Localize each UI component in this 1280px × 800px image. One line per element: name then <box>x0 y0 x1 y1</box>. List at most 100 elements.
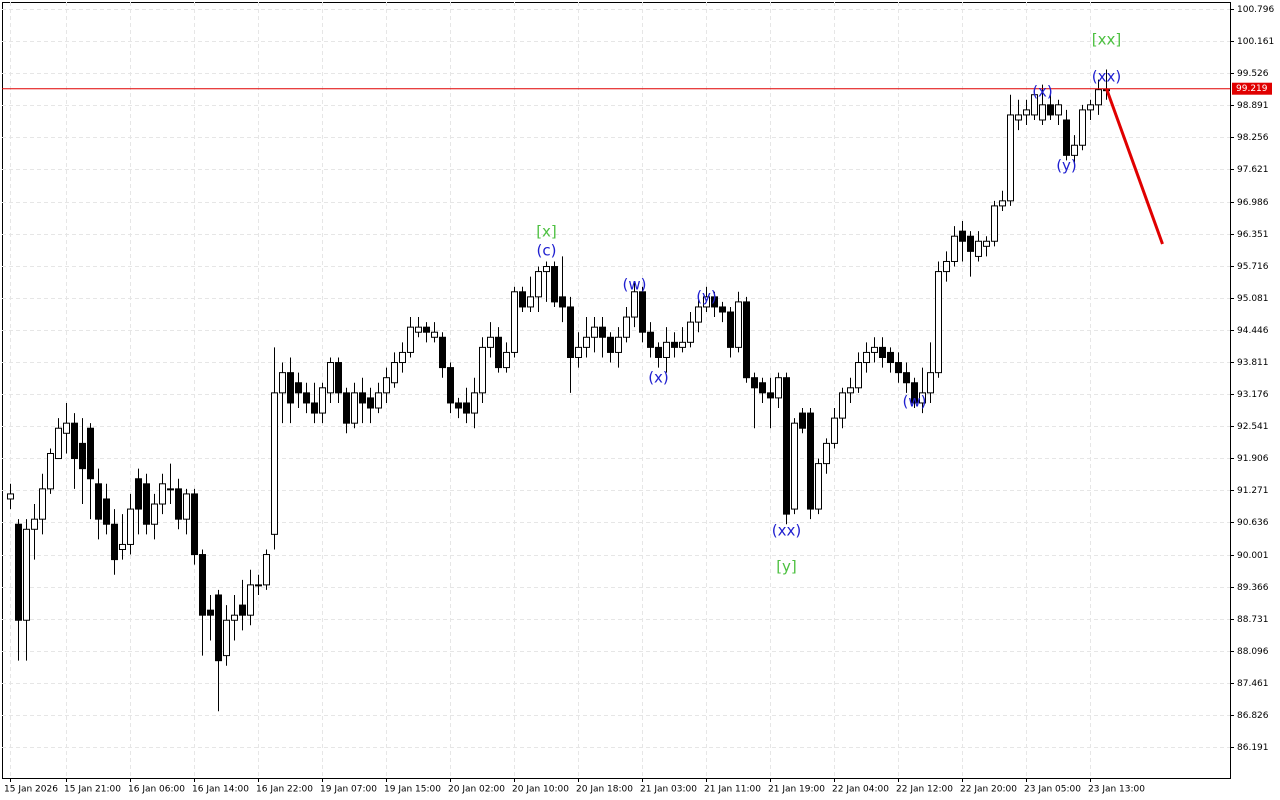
x-tick-label: 23 Jan 13:00 <box>1088 785 1145 795</box>
candle-body <box>967 235 974 252</box>
candle-body <box>495 336 502 369</box>
candle-body <box>95 483 102 520</box>
x-tick-label: 22 Jan 20:00 <box>960 785 1017 795</box>
y-tick-label: 94.446 <box>1237 326 1269 336</box>
candle-body <box>471 392 478 414</box>
candle-body <box>143 483 150 525</box>
candle-body <box>887 351 894 364</box>
candle-body <box>263 554 270 586</box>
candle-body <box>591 326 598 338</box>
x-tick-label: 22 Jan 04:00 <box>832 785 889 795</box>
x-tick-label: 15 Jan 2026 <box>4 785 58 795</box>
candle-body <box>807 412 814 510</box>
candle-body <box>863 351 870 364</box>
wave-label: (xx) <box>1092 68 1121 86</box>
candle-body <box>151 503 158 525</box>
candle-body <box>991 205 998 242</box>
candle-body <box>207 609 214 616</box>
candle-body <box>415 326 422 333</box>
candle-body <box>111 523 118 561</box>
candle-body <box>895 362 902 374</box>
candle-body <box>951 235 958 262</box>
wave-label: [xx] <box>1092 31 1121 49</box>
x-tick-label: 20 Jan 02:00 <box>448 785 505 795</box>
y-tick-label: 98.256 <box>1237 133 1269 143</box>
candle-body <box>15 523 22 621</box>
x-tick-label: 19 Jan 07:00 <box>320 785 377 795</box>
candle-body <box>1031 94 1038 116</box>
y-tick-label: 97.621 <box>1237 165 1269 175</box>
candle-body <box>487 336 494 348</box>
y-tick-label: 90.636 <box>1237 518 1269 528</box>
candle-body <box>671 341 678 348</box>
candle-body <box>159 483 166 505</box>
candle-body <box>39 488 46 520</box>
candle-body <box>247 584 254 616</box>
candle-body <box>1095 89 1102 106</box>
wave-label: [x] <box>536 223 557 241</box>
candle-body <box>127 508 134 545</box>
candle-body <box>959 230 966 242</box>
candle-body <box>391 362 398 384</box>
x-tick-label: 21 Jan 11:00 <box>704 785 761 795</box>
candle-body <box>343 392 350 424</box>
candle-body <box>1071 144 1078 156</box>
candle-body <box>23 528 30 621</box>
x-tick-label: 15 Jan 21:00 <box>64 785 121 795</box>
candle-body <box>255 584 262 587</box>
candle-body <box>775 377 782 399</box>
candle-body <box>319 387 326 414</box>
candle-body <box>351 392 358 424</box>
candle-body <box>711 296 718 308</box>
candle-body <box>695 306 702 323</box>
candle-body <box>407 326 414 353</box>
y-tick-label: 95.081 <box>1237 294 1269 304</box>
candle-body <box>791 422 798 510</box>
y-tick-label: 89.366 <box>1237 583 1269 593</box>
x-tick-label: 22 Jan 12:00 <box>896 785 953 795</box>
x-tick-label: 21 Jan 19:00 <box>768 785 825 795</box>
candle-body <box>223 619 230 657</box>
candle-body <box>663 341 670 358</box>
candle-body <box>511 291 518 353</box>
candle-body <box>1063 119 1070 156</box>
candle-body <box>1047 104 1054 116</box>
candle-body <box>71 422 78 460</box>
candle-body <box>583 336 590 348</box>
candle-body <box>879 346 886 358</box>
candle-body <box>271 392 278 535</box>
candle-body <box>871 346 878 353</box>
x-tick-label: 19 Jan 15:00 <box>384 785 441 795</box>
x-tick-label: 20 Jan 10:00 <box>512 785 569 795</box>
candle-body <box>399 351 406 364</box>
wave-label: (w) <box>903 392 927 410</box>
candle-body <box>687 321 694 343</box>
y-tick-label: 100.796 <box>1237 5 1274 15</box>
forecast-line <box>1105 88 1164 245</box>
candle-body <box>759 382 766 394</box>
x-tick-label: 16 Jan 22:00 <box>256 785 313 795</box>
candle-body <box>815 463 822 510</box>
candle-body <box>295 382 302 394</box>
candle-body <box>199 554 206 616</box>
candle-body <box>855 362 862 389</box>
candle-body <box>783 377 790 515</box>
candle-body <box>431 331 438 338</box>
candle-body <box>975 240 982 257</box>
candle-body <box>31 518 38 530</box>
y-tick-label: 86.191 <box>1237 743 1269 753</box>
candle-body <box>567 306 574 358</box>
candle-body <box>103 498 110 525</box>
candle-body <box>615 336 622 353</box>
candle-body <box>599 326 606 338</box>
candle-body <box>823 442 830 465</box>
candle-body <box>175 488 182 520</box>
candle-body <box>367 397 374 409</box>
candle-body <box>655 346 662 358</box>
candle-body <box>519 291 526 308</box>
candle-body <box>1023 109 1030 116</box>
y-tick-label: 92.541 <box>1237 422 1269 432</box>
wave-label: (x) <box>648 369 669 387</box>
